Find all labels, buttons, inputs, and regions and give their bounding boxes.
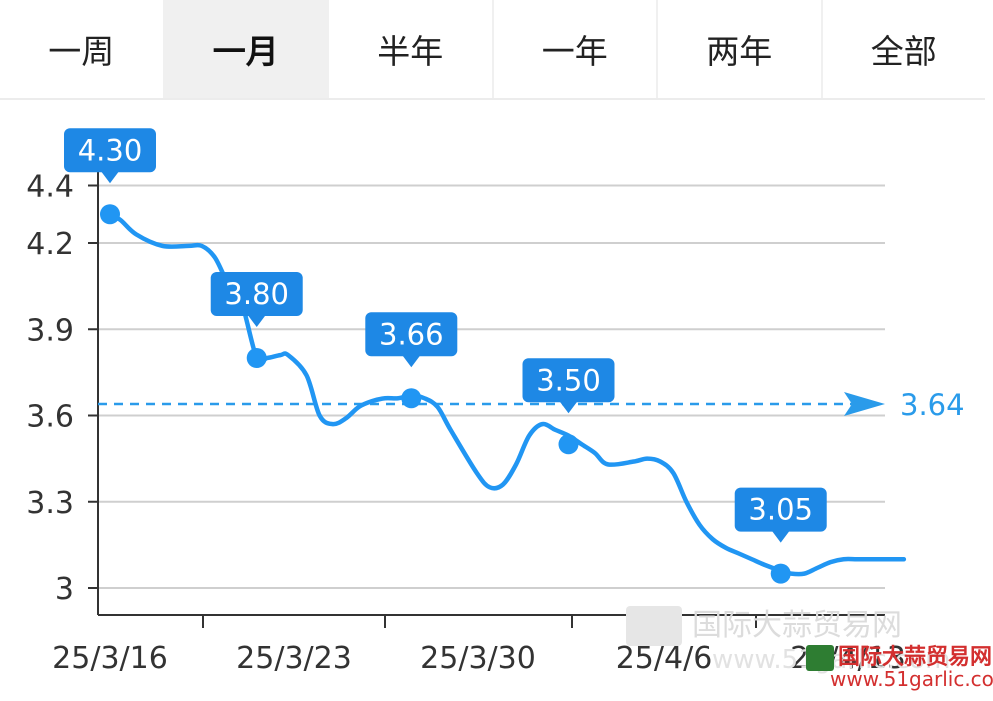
tab-two-years[interactable]: 两年 bbox=[658, 0, 823, 98]
callout-value: 3.80 bbox=[224, 277, 289, 311]
garlic-logo-icon bbox=[806, 645, 834, 671]
data-point bbox=[401, 388, 422, 409]
callout-pointer bbox=[402, 355, 421, 368]
x-tick-label: 25/3/16 bbox=[52, 641, 168, 676]
y-tick-label: 4.2 bbox=[26, 227, 74, 262]
callout-value: 4.30 bbox=[78, 133, 143, 167]
grid-lines bbox=[98, 184, 885, 589]
data-point bbox=[558, 434, 579, 455]
callout-value: 3.66 bbox=[379, 317, 444, 351]
y-tick-label: 3.9 bbox=[26, 313, 74, 348]
y-tick-label: 4.4 bbox=[26, 170, 74, 205]
tab-half-year[interactable]: 半年 bbox=[329, 0, 494, 98]
average-line: 3.64 bbox=[98, 388, 965, 422]
y-tick-label: 3.3 bbox=[26, 486, 74, 521]
x-tick-label: 25/3/30 bbox=[420, 641, 536, 676]
x-tick-label: 25/4/6 bbox=[616, 641, 713, 676]
average-value-label: 3.64 bbox=[900, 388, 965, 422]
price-line-chart: 3 3.3 3.6 3.9 4.2 4.4 25/3/16 25/3/23 25/3/30 25/… bbox=[26, 128, 993, 691]
value-callout: 3.05 bbox=[734, 487, 827, 543]
callout-box bbox=[365, 312, 458, 357]
callout-pointer bbox=[771, 530, 790, 543]
callout-value: 3.50 bbox=[536, 363, 601, 397]
tab-month[interactable]: 一月 bbox=[164, 0, 329, 98]
watermark-logo-icon bbox=[626, 606, 682, 646]
value-callout: 3.50 bbox=[522, 358, 615, 414]
tab-one-year[interactable]: 一年 bbox=[494, 0, 658, 98]
value-callout: 3.66 bbox=[365, 312, 458, 368]
data-point bbox=[100, 204, 120, 225]
tab-all[interactable]: 全部 bbox=[870, 32, 937, 71]
callout-value: 3.05 bbox=[748, 493, 813, 527]
callout-box bbox=[210, 272, 303, 316]
x-tick-label: 25/3/23 bbox=[236, 641, 352, 676]
callout-pointer bbox=[247, 315, 266, 327]
tab-week[interactable]: 一周 bbox=[0, 0, 165, 98]
data-point bbox=[246, 348, 267, 368]
callout-box bbox=[522, 358, 615, 403]
axes: 3 3.3 3.6 3.9 4.2 4.4 25/3/16 25/3/23 25/3/30 25/… bbox=[26, 163, 906, 676]
logo-name: 国际大蒜贸易网 bbox=[838, 645, 992, 670]
watermark-name: 国际大蒜贸易网 bbox=[692, 608, 902, 643]
value-callouts: 4.30 3.80 3.66 3.50 3.05 bbox=[64, 128, 827, 543]
value-callout: 4.30 bbox=[64, 128, 156, 184]
callout-pointer bbox=[559, 401, 578, 414]
y-tick-label: 3.6 bbox=[26, 400, 74, 435]
value-callout: 3.80 bbox=[210, 272, 303, 327]
data-point bbox=[770, 563, 791, 584]
highlight-points bbox=[100, 204, 791, 584]
callout-pointer bbox=[101, 171, 119, 184]
average-arrow-icon bbox=[844, 392, 885, 416]
period-tab-bar: 一周 一月 半年 一年 两年 全部 bbox=[0, 0, 985, 100]
logo-url: www.51garlic.com bbox=[830, 667, 993, 691]
callout-box bbox=[64, 128, 156, 173]
y-tick-label: 3 bbox=[55, 572, 74, 607]
callout-box bbox=[734, 487, 827, 532]
